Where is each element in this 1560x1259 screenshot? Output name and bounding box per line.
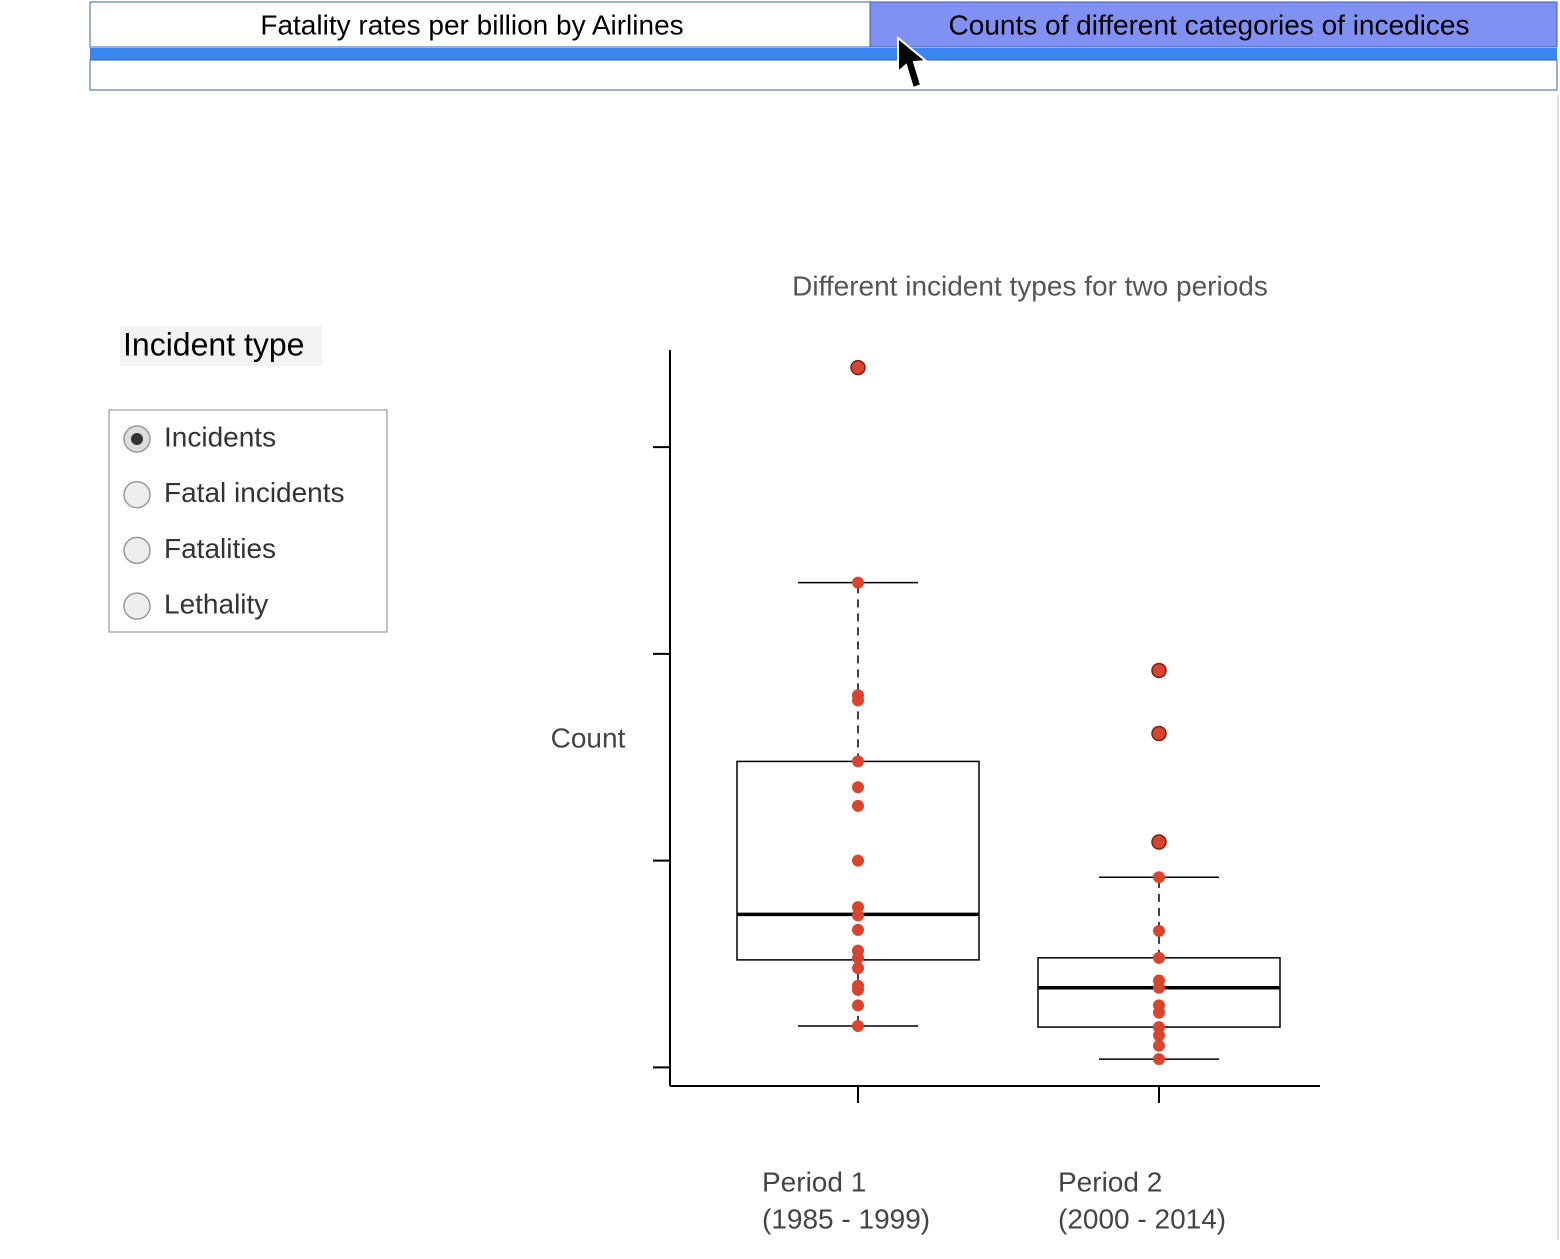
data-point <box>852 999 864 1012</box>
radio-dot[interactable] <box>131 433 143 445</box>
tab-label[interactable]: Counts of different categories of incedi… <box>949 9 1470 40</box>
data-point <box>1153 1029 1165 1042</box>
radio-button[interactable] <box>123 592 151 620</box>
radio-group <box>108 409 388 633</box>
data-point <box>852 1020 864 1033</box>
tab-active[interactable] <box>869 1 1558 48</box>
data-point <box>850 359 866 376</box>
data-point <box>1153 981 1165 994</box>
tab-label[interactable]: Fatality rates per billion by Airlines <box>260 9 683 40</box>
data-point <box>1153 924 1165 937</box>
x-tick-label: (2000 - 2014) <box>1058 1203 1226 1234</box>
tab[interactable] <box>89 1 871 48</box>
tab-panel <box>89 59 1558 91</box>
radio-label[interactable]: Fatalities <box>164 533 276 564</box>
data-point <box>852 854 864 867</box>
chart-title: Different incident types for two periods <box>792 270 1268 301</box>
radio-label[interactable]: Lethality <box>164 588 268 619</box>
radio-label[interactable]: Incidents <box>164 421 276 452</box>
cursor <box>897 35 929 90</box>
data-point <box>852 909 864 922</box>
data-point <box>1151 662 1167 679</box>
x-tick-label: Period 1 <box>762 1166 866 1197</box>
x-tick-label: (1985 - 1999) <box>762 1203 930 1234</box>
y-axis-label: Count <box>551 722 626 753</box>
data-point <box>1153 1053 1165 1066</box>
x-tick-label: Period 2 <box>1058 1166 1162 1197</box>
radio-label[interactable]: Fatal incidents <box>164 477 345 508</box>
radio-button[interactable] <box>123 536 151 565</box>
data-point <box>852 576 864 589</box>
data-point <box>1153 1039 1165 1052</box>
data-point <box>852 983 864 996</box>
data-point <box>852 755 864 768</box>
data-point <box>1153 1021 1165 1034</box>
sidebar-title: Incident type <box>123 326 304 362</box>
data-point <box>852 781 864 794</box>
data-point <box>1153 951 1165 964</box>
data-point <box>1153 871 1165 884</box>
sidebar-title-bg <box>120 326 322 366</box>
data-point <box>852 694 864 707</box>
radio-button[interactable] <box>123 480 151 509</box>
data-point <box>852 923 864 936</box>
data-point <box>1151 834 1167 850</box>
data-point <box>852 799 864 812</box>
data-point <box>852 901 864 914</box>
data-point <box>1153 1006 1165 1019</box>
data-point <box>852 951 864 964</box>
data-point <box>1151 725 1167 742</box>
tab-bar <box>90 48 1557 60</box>
data-point <box>852 962 864 975</box>
